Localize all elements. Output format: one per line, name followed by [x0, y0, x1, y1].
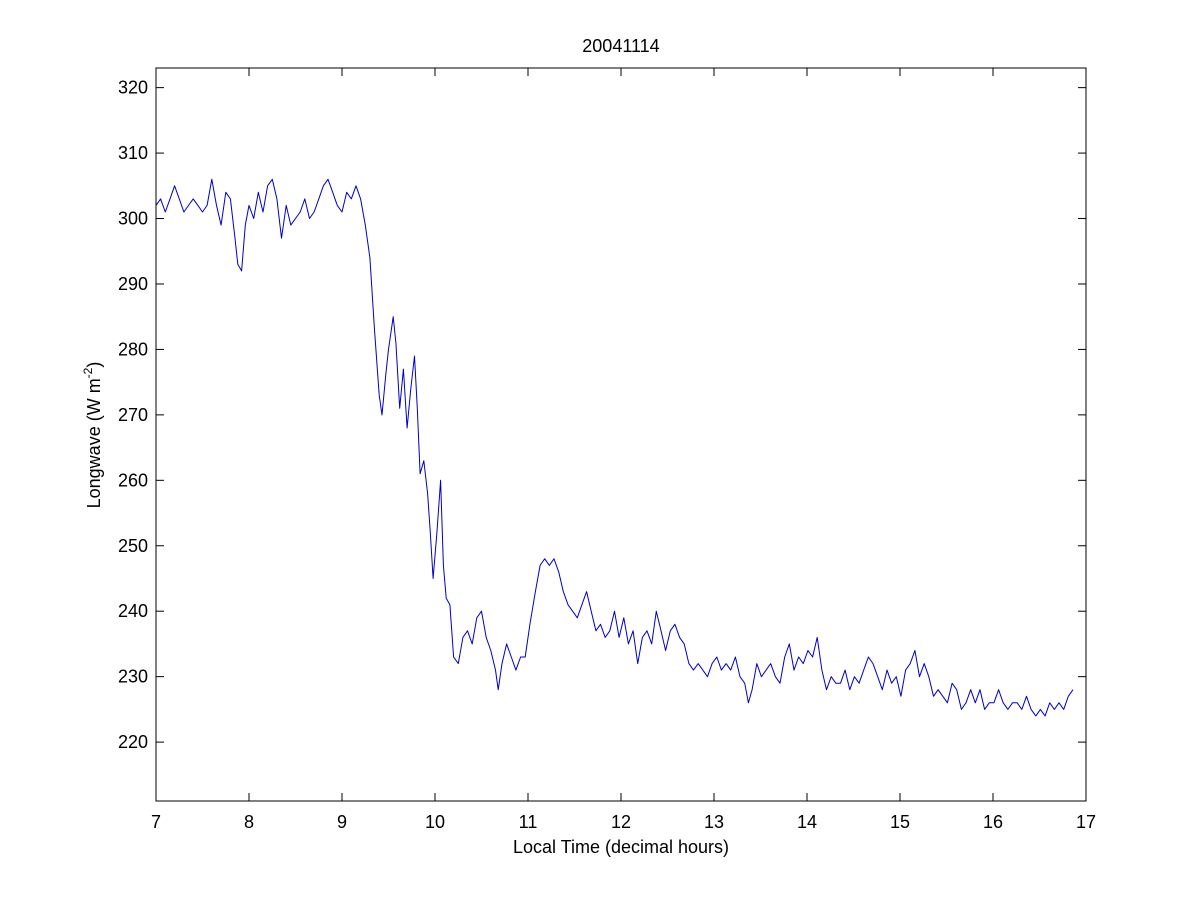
x-tick-label: 7 [151, 812, 161, 832]
y-tick-label: 270 [118, 405, 148, 425]
x-tick-label: 9 [337, 812, 347, 832]
x-tick-label: 13 [704, 812, 724, 832]
y-tick-label: 260 [118, 470, 148, 490]
y-axis-label-exponent: -2 [81, 367, 95, 378]
plot-frame [155, 67, 1087, 802]
x-tick-label: 10 [425, 812, 445, 832]
x-tick-label: 16 [983, 812, 1003, 832]
y-tick-label: 220 [118, 732, 148, 752]
y-tick-label: 280 [118, 339, 148, 359]
x-tick-label: 14 [797, 812, 817, 832]
y-tick-label: 240 [118, 601, 148, 621]
y-tick-label: 250 [118, 536, 148, 556]
series-line [155, 178, 1074, 717]
y-axis-label-main: Longwave (W m [84, 378, 104, 508]
x-axis-label: Local Time (decimal hours) [513, 837, 729, 857]
y-tick-label: 310 [118, 143, 148, 163]
x-tick-label: 8 [244, 812, 254, 832]
x-tick-label: 17 [1076, 812, 1096, 832]
y-tick-label: 320 [118, 78, 148, 98]
plot-area [156, 68, 1086, 801]
chart-title: 20041114 [582, 36, 659, 56]
x-tick-label: 11 [519, 812, 538, 832]
tick-layer: 7 8 9 10 11 12 13 14 15 16 17 220 230 240 250 260 270 280… [118, 68, 1096, 832]
y-tick-label: 230 [118, 667, 148, 687]
x-tick-label: 12 [611, 812, 631, 832]
y-axis-label-close: ) [84, 362, 104, 368]
x-tick-label: 15 [890, 812, 910, 832]
y-tick-label: 290 [118, 274, 148, 294]
y-tick-label: 300 [118, 209, 148, 229]
y-axis-label: Longwave (W m-2) [81, 362, 104, 509]
